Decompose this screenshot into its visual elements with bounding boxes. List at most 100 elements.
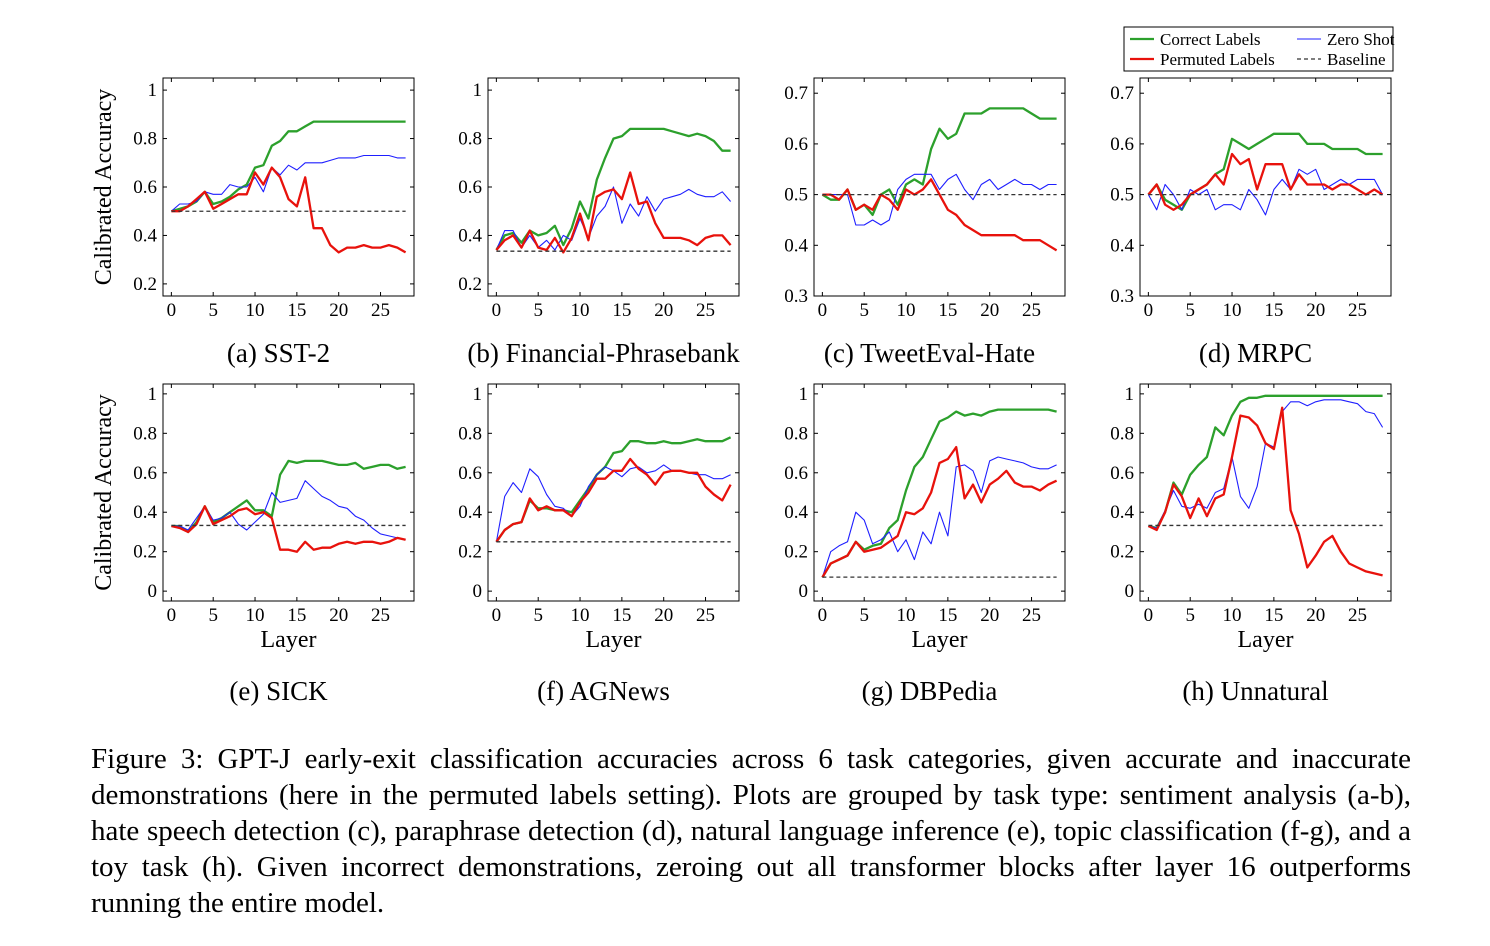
- y-tick-label: 0.2: [458, 274, 482, 295]
- x-tick-label: 25: [1348, 300, 1367, 321]
- y-tick-label: 0.2: [784, 542, 808, 563]
- x-tick-label: 20: [329, 300, 348, 321]
- y-tick-label: 0.4: [458, 225, 482, 246]
- panel-a-sst-2: 0 5 10 15 20 25 0.2 0.4 0.6 0.8 1 Calibrated Accura…: [91, 77, 415, 368]
- x-tick-label: 0: [492, 300, 502, 321]
- panel-title: (d) MRPC: [1199, 338, 1312, 368]
- series-line-permuted-labels: [495, 457, 732, 543]
- x-tick-label: 10: [246, 605, 265, 626]
- y-tick-label: 1: [473, 384, 483, 405]
- y-tick-label: 0.8: [784, 423, 808, 444]
- plot-frame: [487, 383, 740, 602]
- panel-title: (a) SST-2: [227, 338, 330, 368]
- x-axis-label: Layer: [1238, 627, 1294, 653]
- y-tick-label: 0.4: [784, 235, 808, 256]
- legend-label-baseline: Baseline: [1327, 50, 1386, 69]
- series-line-zero-shot: [822, 173, 1057, 226]
- y-tick-label: 0.6: [784, 134, 808, 155]
- series-line-correct-labels: [171, 459, 406, 534]
- x-tick-label: 0: [818, 300, 828, 321]
- x-tick-label: 0: [167, 605, 177, 626]
- x-tick-label: 15: [612, 300, 631, 321]
- y-tick-label: 0.6: [133, 463, 157, 484]
- x-tick-label: 5: [533, 300, 543, 321]
- x-tick-label: 0: [818, 605, 828, 626]
- x-tick-label: 5: [208, 605, 218, 626]
- y-tick-label: 0: [473, 581, 483, 602]
- panel-d-mrpc: 0 5 10 15 20 25 0.3 0.4 0.5 0.6 0.7 (d) MRPC: [1110, 77, 1392, 368]
- x-tick-label: 15: [938, 300, 957, 321]
- y-tick-label: 0.4: [1110, 502, 1134, 523]
- y-tick-label: 0: [799, 581, 809, 602]
- x-tick-label: 20: [1306, 300, 1325, 321]
- panel-title: (g) DBPedia: [862, 676, 998, 706]
- y-tick-label: 0.7: [784, 83, 808, 104]
- y-tick-label: 0.2: [133, 542, 157, 563]
- x-tick-label: 5: [1185, 300, 1195, 321]
- panel-g-dbpedia: 0 5 10 15 20 25 0 0.2 0.4 0.6 0.8 1 Layer (g) DBPedia: [784, 383, 1066, 706]
- panel-f-agnews: 0 5 10 15 20 25 0 0.2 0.4 0.6 0.8 1 Layer (f) AGNews: [458, 383, 740, 706]
- y-axis-label: Calibrated Accuracy: [91, 394, 117, 591]
- y-tick-label: 0.5: [1110, 185, 1134, 206]
- panel-title: (c) TweetEval-Hate: [824, 338, 1035, 368]
- x-tick-label: 5: [208, 300, 218, 321]
- y-tick-label: 1: [148, 80, 158, 101]
- panel-title: (e) SICK: [229, 676, 328, 706]
- x-tick-label: 10: [897, 300, 916, 321]
- x-tick-label: 25: [371, 605, 390, 626]
- x-tick-label: 20: [980, 300, 999, 321]
- x-tick-label: 25: [696, 300, 715, 321]
- x-tick-label: 5: [1185, 605, 1195, 626]
- x-tick-label: 20: [1306, 605, 1325, 626]
- series-line-zero-shot: [495, 186, 732, 251]
- panel-h-unnatural: 0 5 10 15 20 25 0 0.2 0.4 0.6 0.8 1 Layer (h) Unnatur…: [1110, 383, 1392, 706]
- series-line-zero-shot: [821, 456, 1057, 578]
- y-tick-label: 0.6: [784, 463, 808, 484]
- x-tick-label: 5: [859, 605, 869, 626]
- series-line-zero-shot: [1148, 399, 1384, 529]
- x-tick-label: 15: [938, 605, 957, 626]
- y-tick-label: 0.5: [784, 185, 808, 206]
- y-tick-label: 0.6: [458, 177, 482, 198]
- series-line-correct-labels: [821, 408, 1057, 578]
- series-line-correct-labels: [171, 120, 406, 213]
- x-tick-label: 0: [1144, 605, 1154, 626]
- x-tick-label: 25: [1348, 605, 1367, 626]
- x-tick-label: 10: [1223, 300, 1242, 321]
- series-line-permuted-labels: [822, 178, 1058, 252]
- x-tick-label: 25: [696, 605, 715, 626]
- x-tick-label: 20: [654, 300, 673, 321]
- y-tick-label: 0.6: [458, 463, 482, 484]
- panel-e-sick: 0 5 10 15 20 25 0 0.2 0.4 0.6 0.8 1 Calibrated Accur…: [91, 383, 415, 706]
- x-tick-label: 25: [371, 300, 390, 321]
- y-tick-label: 0.8: [133, 423, 157, 444]
- x-tick-label: 15: [287, 300, 306, 321]
- panel-title: (f) AGNews: [537, 676, 670, 706]
- y-tick-label: 0.6: [1110, 134, 1134, 155]
- x-axis-label: Layer: [586, 627, 642, 653]
- x-tick-label: 20: [654, 605, 673, 626]
- plot-frame: [813, 77, 1066, 297]
- y-tick-label: 1: [473, 80, 483, 101]
- y-tick-label: 0.2: [1110, 542, 1134, 563]
- y-tick-label: 0.6: [1110, 463, 1134, 484]
- legend-box: [1123, 26, 1394, 72]
- x-tick-label: 25: [1022, 605, 1041, 626]
- x-tick-label: 10: [246, 300, 265, 321]
- y-tick-label: 1: [1125, 384, 1135, 405]
- x-tick-label: 5: [859, 300, 869, 321]
- x-tick-label: 15: [612, 605, 631, 626]
- y-tick-label: 0: [1125, 581, 1135, 602]
- y-tick-label: 0.8: [458, 423, 482, 444]
- y-tick-label: 0: [148, 581, 158, 602]
- x-tick-label: 20: [329, 605, 348, 626]
- panel-b-financial-phrasebank: 0 5 10 15 20 25 0.2 0.4 0.6 0.8 1 (b) Financial-Phr…: [458, 77, 740, 368]
- panel-title: (b) Financial-Phrasebank: [467, 338, 740, 368]
- series-line-correct-labels: [495, 436, 732, 543]
- y-tick-label: 0.8: [133, 129, 157, 150]
- y-tick-label: 0.4: [784, 502, 808, 523]
- series-line-zero-shot: [171, 154, 406, 212]
- x-tick-label: 0: [492, 605, 502, 626]
